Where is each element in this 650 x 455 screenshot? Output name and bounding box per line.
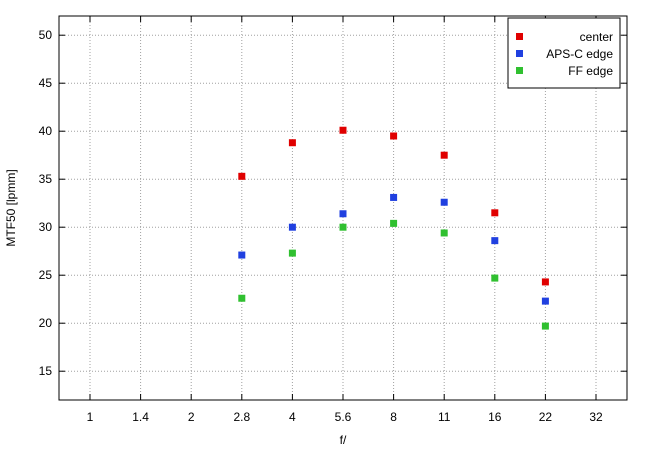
- point-aps-c-edge-f5.6: [339, 210, 347, 218]
- y-tick-label: 25: [39, 268, 53, 282]
- y-tick-label: 20: [39, 316, 53, 330]
- axis-ticks: [59, 16, 627, 400]
- point-center-f4: [288, 139, 296, 147]
- legend-marker-ff-edge: [516, 67, 523, 74]
- legend-label-aps-c-edge: APS-C edge: [546, 47, 613, 61]
- y-tick-label: 35: [39, 172, 53, 186]
- x-axis-label: f/: [340, 433, 347, 447]
- x-tick-label: 1: [87, 410, 94, 424]
- point-aps-c-edge-f11: [440, 198, 448, 206]
- x-tick-label: 5.6: [335, 410, 352, 424]
- x-tick-labels: 1 1.4 2 2.8 4 5.6 8 11 16 22 32: [87, 410, 603, 424]
- point-center-f8: [390, 132, 398, 140]
- point-ff-edge-f11: [440, 229, 448, 237]
- y-tick-label: 50: [39, 28, 53, 42]
- y-tick-label: 15: [39, 364, 53, 378]
- x-tick-label: 32: [589, 410, 603, 424]
- legend-label-ff-edge: FF edge: [568, 64, 613, 78]
- y-tick-label: 45: [39, 76, 53, 90]
- point-aps-c-edge-f8: [390, 193, 398, 201]
- point-center-f11: [440, 151, 448, 159]
- point-aps-c-edge-f22: [541, 297, 549, 305]
- point-center-f2.8: [238, 172, 246, 180]
- point-aps-c-edge-f2.8: [238, 251, 246, 259]
- x-tick-label: 16: [488, 410, 502, 424]
- x-tick-label: 11: [438, 410, 451, 424]
- y-axis-label: MTF50 [lpmm]: [4, 169, 18, 246]
- point-ff-edge-f5.6: [339, 223, 347, 231]
- point-ff-edge-f8: [390, 219, 398, 227]
- legend: center APS-C edge FF edge: [507, 17, 621, 89]
- legend-marker-aps-c-edge: [516, 50, 523, 57]
- point-ff-edge-f2.8: [238, 294, 246, 302]
- legend-box: [507, 17, 621, 89]
- x-tick-label: 2: [188, 410, 195, 424]
- legend-label-center: center: [580, 30, 613, 44]
- x-tick-label: 4: [289, 410, 296, 424]
- y-tick-label: 40: [39, 124, 53, 138]
- point-ff-edge-f22: [541, 322, 549, 330]
- legend-marker-center: [516, 33, 523, 40]
- data-points: [238, 126, 549, 330]
- x-tick-label: 2.8: [233, 410, 250, 424]
- y-tick-labels: 15 20 25 30 35 40 45 50: [39, 28, 53, 378]
- point-ff-edge-f4: [288, 249, 296, 257]
- point-center-f22: [541, 278, 549, 286]
- y-tick-label: 30: [39, 220, 53, 234]
- point-aps-c-edge-f16: [491, 237, 499, 245]
- x-tick-label: 8: [390, 410, 397, 424]
- point-ff-edge-f16: [491, 274, 499, 282]
- point-aps-c-edge-f4: [288, 223, 296, 231]
- point-center-f16: [491, 209, 499, 217]
- x-tick-label: 1.4: [132, 410, 149, 424]
- x-tick-label: 22: [539, 410, 553, 424]
- point-center-f5.6: [339, 126, 347, 134]
